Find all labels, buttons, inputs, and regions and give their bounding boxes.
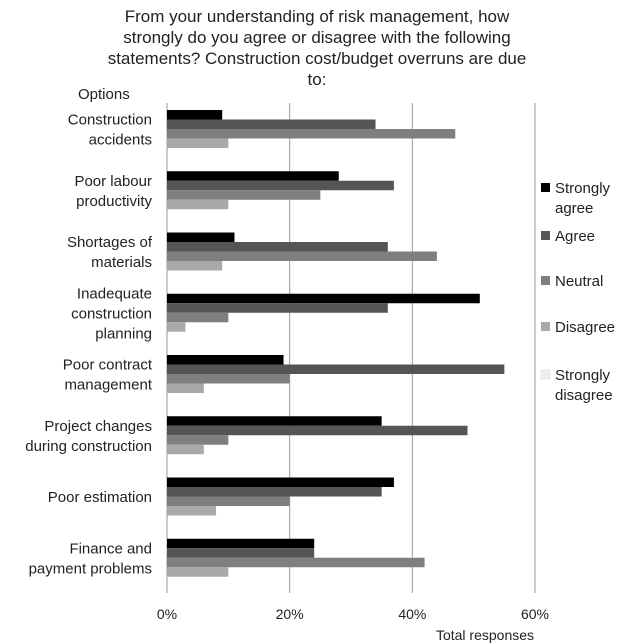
chart-title-line: statements? Construction cost/budget ove… [108,49,527,68]
category-label: Shortages of [67,234,153,251]
bar [167,557,425,568]
category-label: planning [95,325,152,342]
bar [167,425,468,436]
bar [167,548,315,558]
category-label: productivity [76,193,152,210]
x-tick-label: 60% [521,606,549,622]
category-label: during construction [25,438,152,455]
bar [167,355,284,365]
legend-label: Neutral [555,273,603,290]
legend-label: agree [555,200,593,217]
bar [167,374,290,384]
category-label: materials [91,254,152,271]
legend-label: Strongly [555,180,611,197]
category-label: Finance and [69,540,152,557]
bar [167,261,223,271]
legend-label: disagree [555,387,613,404]
category-label: accidents [89,132,152,149]
legend-swatch [541,276,550,285]
bar [167,242,388,252]
bar [167,129,456,139]
y-axis-label: Options [78,86,130,103]
bar [167,138,229,148]
category-label: Poor contract [63,357,153,374]
bar [167,293,480,304]
bar [167,506,217,516]
bar [167,303,388,313]
bar [167,312,229,323]
chart-title-line: to: [308,70,327,89]
category-label: payment problems [29,560,152,577]
category-label: Construction [68,112,152,129]
bar [167,322,186,332]
bar [167,119,376,129]
bar [167,567,229,577]
category-label: Project changes [44,418,152,435]
category-label: Poor estimation [48,489,152,506]
bar [167,383,204,393]
bar [167,251,437,261]
bar [167,496,290,506]
bar [167,199,229,210]
x-tick-label: 40% [398,606,426,622]
category-label: Inadequate [77,285,152,302]
bar [167,190,321,200]
category-label: management [64,377,152,394]
category-label: Poor labour [74,173,152,190]
x-axis-label: Total responses [436,627,534,643]
legend-swatch [541,322,550,331]
bar [167,416,382,426]
category-label: construction [71,305,152,322]
chart-title-line: strongly do you agree or disagree with t… [123,28,510,47]
x-tick-label: 0% [157,606,177,622]
legend-swatch [540,369,551,380]
legend-swatch [541,183,550,192]
bar [167,444,204,455]
bar [167,487,382,497]
legend-swatch [541,231,550,240]
bar [167,364,505,374]
legend-label: Strongly [555,367,611,384]
legend-label: Agree [555,228,595,245]
bar [167,538,315,549]
x-tick-label: 20% [276,606,304,622]
bar [167,477,394,487]
bar [167,232,235,242]
chart-title-line: From your understanding of risk manageme… [125,7,510,26]
bar [167,110,223,120]
bar [167,171,339,181]
legend-label: Disagree [555,319,615,336]
bar [167,435,229,445]
bar [167,180,394,191]
